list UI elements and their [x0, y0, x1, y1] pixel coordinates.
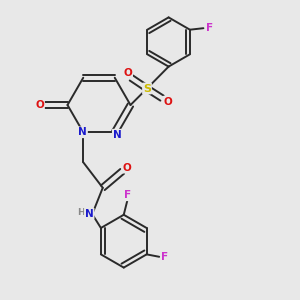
Text: O: O	[122, 163, 131, 173]
Text: F: F	[161, 252, 168, 262]
Text: O: O	[163, 97, 172, 107]
Text: N: N	[85, 208, 94, 219]
Text: H: H	[77, 208, 85, 217]
Text: O: O	[123, 68, 132, 78]
Text: N: N	[113, 130, 122, 140]
Text: S: S	[143, 83, 151, 94]
Text: N: N	[78, 127, 87, 137]
Text: F: F	[206, 23, 213, 33]
Text: F: F	[124, 190, 131, 200]
Text: O: O	[35, 100, 44, 110]
